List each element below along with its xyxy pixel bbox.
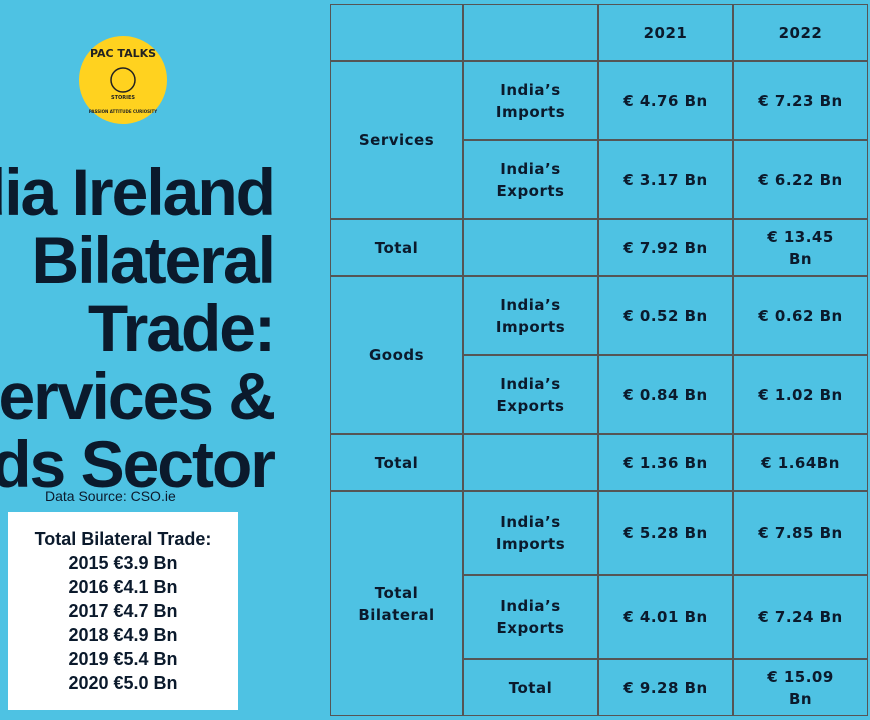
title-line: Services & [0,359,276,433]
cell-text: India’s Imports [495,513,566,553]
header-cell: 2021 [598,4,733,61]
cell-text: Total [374,238,419,257]
row-label: India’s Exports [463,355,598,434]
summary-box: Total Bilateral Trade: 2015 €3.9 Bn 2016 … [8,512,238,710]
value-cell: € 6.22 Bn [733,140,868,219]
cell-text: € 9.28 Bn [623,678,708,697]
summary-line: 2019 €5.4 Bn [68,649,178,669]
logo-icon [110,67,136,93]
row-label: India’s Exports [463,575,598,659]
cell-text: € 0.84 Bn [623,385,708,404]
cell-text: Goods [368,346,425,364]
total-value: € 1.64Bn [733,434,868,491]
cell-text: € 7.24 Bn [758,608,843,626]
cell-text: India’s Imports [495,80,566,121]
total-label: Total [330,434,463,491]
cell-text: India’s Imports [495,295,566,336]
cell-text: € 5.28 Bn [623,524,708,542]
cell [463,434,598,491]
value-cell: € 7.24 Bn [733,575,868,659]
row-label: India’s Exports [463,140,598,219]
source: Data Source: CSO.ie [45,488,176,504]
cell-text: € 1.36 Bn [623,453,708,472]
value-cell: € 7.23 Bn [733,61,868,140]
summary-lines: 2015 €3.9 Bn 2016 €4.1 Bn 2017 €4.7 Bn 2018… [8,551,238,695]
cell-text: Total [374,453,419,472]
total-value: € 9.28 Bn [598,659,733,716]
cell-text: 2022 [778,23,823,42]
title-line: Trade: [87,291,276,365]
cell-text: Total Bilateral [358,583,435,624]
summary-heading: Total Bilateral Trade: [34,529,212,549]
value-cell: € 4.01 Bn [598,575,733,659]
value-cell: € 1.02 Bn [733,355,868,434]
value-cell: € 3.17 Bn [598,140,733,219]
value-cell: € 0.52 Bn [598,276,733,355]
row-label: India’s Imports [463,276,598,355]
cell-text: 2021 [643,23,688,42]
cell-text: € 0.52 Bn [623,306,708,325]
logo-sub: STORIES [111,95,135,101]
cell-text: € 7.85 Bn [758,524,843,542]
row-label: India’s Imports [463,491,598,575]
cell-text: € 7.92 Bn [623,238,708,257]
cell-text: India’s Exports [496,374,565,415]
value-cell: € 7.85 Bn [733,491,868,575]
cell-text: € 3.17 Bn [623,170,708,189]
cell-text: Services [358,131,435,149]
cell-text: India’s Exports [496,597,565,637]
logo-name: PAC TALKS [90,47,156,60]
header-cell: 2022 [733,4,868,61]
logo-badge [79,36,167,124]
summary-line: 2020 €5.0 Bn [68,673,178,693]
cell-text: Total [508,678,553,697]
cell-text: € 0.62 Bn [758,306,843,325]
total-value: € 1.36 Bn [598,434,733,491]
cell-text: € 1.64Bn [761,453,840,472]
total-value: € 15.09 Bn [733,659,868,716]
cell-text: India’s Exports [496,159,565,200]
cell-text: € 1.02 Bn [758,385,843,404]
summary-line: 2015 €3.9 Bn [68,553,178,573]
total-value: € 7.92 Bn [598,219,733,276]
cell-text: € 13.45 Bn [767,227,834,268]
summary-line: 2018 €4.9 Bn [68,625,178,645]
title-line: India Ireland [0,155,276,229]
total-label: Total [463,659,598,716]
section-cell: Total Bilateral [330,491,463,716]
cell-text: € 15.09 Bn [767,667,834,708]
cell [330,4,463,61]
summary-line: 2017 €4.7 Bn [68,601,178,621]
value-cell: € 0.84 Bn [598,355,733,434]
value-cell: € 0.62 Bn [733,276,868,355]
title-line: Bilateral [31,223,276,297]
cell-text: € 4.76 Bn [623,91,708,110]
cell-text: € 4.01 Bn [623,608,708,626]
cell [463,219,598,276]
logo: PAC TALKS STORIES PASSION ATTITUDE CURIO… [79,36,167,124]
logo-motto: PASSION ATTITUDE CURIOSITY [89,109,157,114]
value-cell: € 4.76 Bn [598,61,733,140]
cell-text: € 6.22 Bn [758,170,843,189]
summary-line: 2016 €4.1 Bn [68,577,178,597]
section-cell: Services [330,61,463,219]
cell [463,4,598,61]
section-cell: Goods [330,276,463,434]
total-label: Total [330,219,463,276]
title-line: Goods Sector [0,427,276,501]
total-value: € 13.45 Bn [733,219,868,276]
value-cell: € 5.28 Bn [598,491,733,575]
row-label: India’s Imports [463,61,598,140]
cell-text: € 7.23 Bn [758,91,843,110]
